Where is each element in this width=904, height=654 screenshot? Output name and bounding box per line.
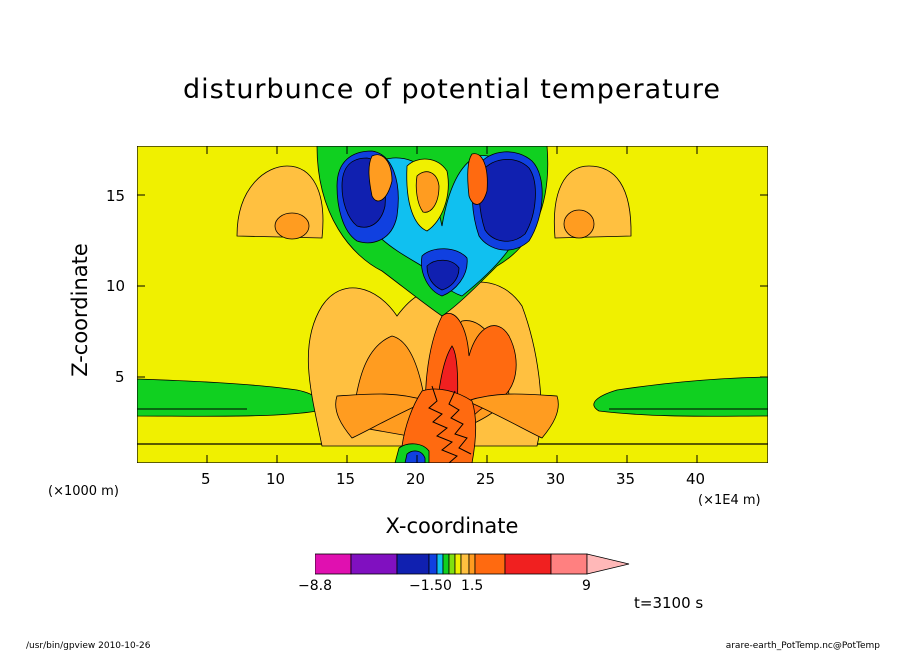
y-tick-label: 10	[106, 277, 126, 295]
x-tick-label: 40	[686, 470, 706, 488]
time-label: t=3100 s	[634, 594, 704, 612]
colorbar-label: 9	[582, 578, 591, 594]
x-tick-label: 15	[336, 470, 356, 488]
chart-title: disturbunce of potential temperature	[183, 74, 721, 105]
colorbar-arrow	[586, 553, 630, 575]
contour-neck-navy	[426, 259, 460, 291]
x-tick-label: 5	[201, 470, 211, 488]
colorbar-segment	[436, 553, 444, 575]
contour-surface-cold-core	[404, 450, 426, 463]
y-unit-label: (×1000 m)	[48, 484, 119, 499]
contour-surface-turbulence	[401, 388, 477, 463]
colorbar-segment	[442, 553, 450, 575]
contour-plume-mid-orange	[415, 171, 440, 213]
colorbar	[315, 553, 630, 575]
contour-lowlevel-arms-right	[465, 393, 559, 439]
colorbar-segment	[550, 553, 588, 575]
contour-plume-core-left	[368, 154, 393, 202]
colorbar-segment	[460, 553, 470, 575]
y-tick-label: 5	[115, 368, 125, 386]
colorbar-segment	[428, 553, 438, 575]
tick-marks	[137, 146, 768, 463]
colorbar-label: 1.5	[461, 578, 484, 594]
colorbar-segment	[448, 553, 456, 575]
colorbar-segment	[396, 553, 430, 575]
colorbar-label: −1.50	[409, 578, 452, 594]
x-tick-label: 10	[266, 470, 286, 488]
x-tick-label: 30	[546, 470, 566, 488]
contour-surface-noise	[428, 385, 472, 463]
contour-side-core-left	[274, 212, 310, 240]
colorbar-segment	[474, 553, 506, 575]
colorbar-segment	[350, 553, 398, 575]
y-axis-label: Z-coordinate	[68, 243, 92, 377]
colorbar-segment	[504, 553, 552, 575]
contour-plume-navy-right	[478, 158, 536, 242]
colorbar-segment	[468, 553, 476, 575]
contour-lowlevel-arms-left	[335, 393, 429, 439]
x-axis-label: X-coordinate	[385, 514, 519, 538]
colorbar-label: −8.8	[298, 578, 332, 594]
x-tick-label: 20	[406, 470, 426, 488]
footer-left: /usr/bin/gpview 2010-10-26	[26, 641, 151, 651]
colorbar-segment	[315, 553, 352, 575]
contour-plume-core-right	[467, 153, 488, 205]
contour-lowlevel-green-right	[593, 376, 768, 417]
x-unit-label: (×1E4 m)	[698, 493, 761, 508]
x-tick-label: 35	[616, 470, 636, 488]
contour-side-core-right	[563, 209, 595, 239]
footer-right: arare-earth_PotTemp.nc@PotTemp	[725, 641, 880, 651]
plot-area	[137, 146, 768, 463]
colorbar-segment	[454, 553, 462, 575]
x-tick-label: 25	[476, 470, 496, 488]
y-tick-label: 15	[106, 187, 126, 205]
